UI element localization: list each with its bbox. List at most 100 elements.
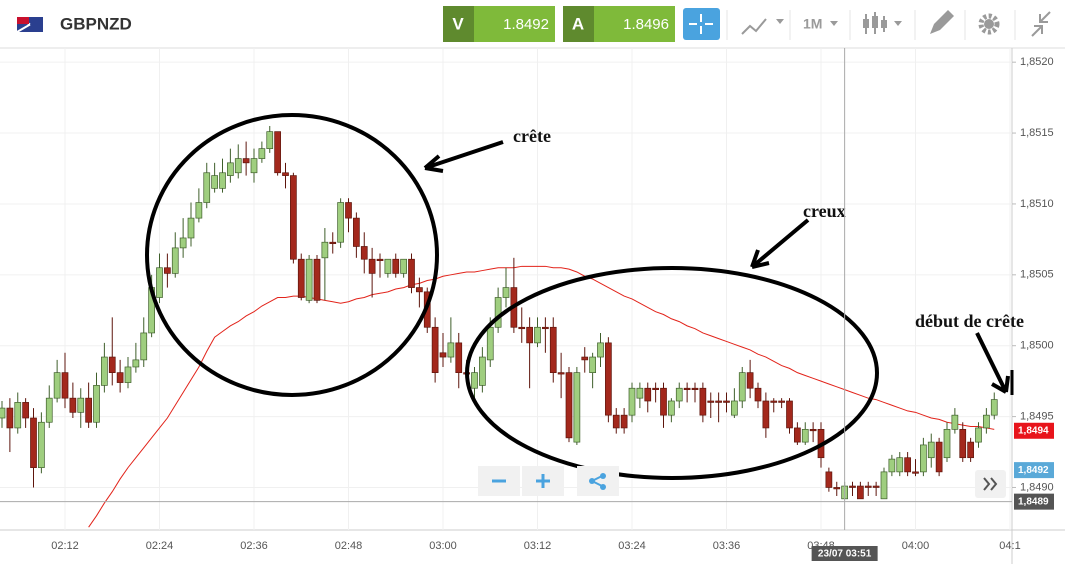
candle-body	[502, 287, 510, 298]
moving-average-line	[88, 265, 995, 528]
candle-body	[227, 162, 234, 176]
candle-body	[715, 400, 722, 403]
candle-body	[581, 356, 589, 361]
annotation-shapes	[145, 113, 1014, 480]
candle-body	[691, 387, 699, 391]
annotation-text: creux	[803, 201, 846, 221]
candle-body	[45, 397, 53, 423]
crosshair-x-tag	[811, 546, 878, 561]
candle-body	[786, 400, 793, 429]
y-tick-label: 1,8500	[1020, 340, 1054, 352]
buy-price: 1.8496	[623, 16, 669, 33]
header: GBPNZD V 1.8492 A 1.8496 1M	[0, 6, 1065, 49]
candle-body	[518, 326, 526, 330]
x-tick-label: 03:36	[713, 540, 741, 552]
annotation-text: début de crête	[915, 311, 1024, 331]
y-tick-label: 1,8515	[1020, 127, 1054, 139]
candle-body	[778, 400, 785, 403]
draw-button[interactable]	[930, 10, 954, 34]
candle-body	[258, 148, 266, 159]
candle-body	[573, 372, 581, 443]
candle-body	[266, 131, 274, 150]
candle-body	[943, 428, 951, 459]
candle-body	[290, 175, 297, 260]
candle-body	[754, 387, 762, 402]
timeframe[interactable]: 1M	[803, 16, 822, 32]
candle-body	[471, 372, 478, 389]
candle-body	[494, 297, 502, 328]
candle-body	[132, 359, 140, 368]
candle-body	[644, 387, 652, 402]
candle-body	[219, 172, 226, 189]
x-tick-label: 03:00	[429, 540, 457, 552]
candle-body	[927, 441, 935, 459]
chart-type-button[interactable]	[741, 18, 784, 35]
price-tag-label: 1,8494	[1018, 425, 1049, 436]
candle-body	[69, 397, 77, 413]
sell-price: 1.8492	[503, 16, 549, 33]
candle-body	[738, 372, 746, 402]
candle-body	[920, 444, 927, 473]
candle-body	[321, 241, 329, 259]
candle-body	[959, 428, 967, 459]
candle-body	[38, 421, 45, 468]
scroll-right-button[interactable]	[975, 470, 1006, 498]
candle-body	[384, 258, 392, 274]
candle-body	[211, 175, 218, 189]
buy-label: A	[572, 14, 584, 33]
candle-body	[479, 356, 486, 386]
candle-body	[179, 237, 187, 249]
candle-body	[770, 400, 778, 403]
candle-body	[628, 387, 636, 416]
candle-body	[124, 366, 132, 383]
candle-body	[408, 258, 415, 288]
candle-body	[636, 387, 644, 399]
candle-body	[0, 407, 6, 419]
zoom-controls	[478, 466, 1006, 498]
candle-body	[549, 326, 557, 373]
buy-price-box[interactable]	[594, 6, 675, 42]
candle-body	[61, 372, 69, 399]
candle-body	[683, 387, 691, 391]
candle-body	[809, 428, 817, 432]
candle-body	[605, 342, 612, 416]
sell-price-box[interactable]	[474, 6, 555, 42]
candle-body	[833, 487, 841, 490]
candle-body	[455, 342, 463, 373]
buy-button[interactable]	[563, 6, 594, 42]
share-button[interactable]	[577, 466, 619, 496]
candle-body	[108, 356, 116, 373]
candle-body	[675, 387, 683, 402]
candle-body	[762, 400, 770, 429]
candle-body	[896, 457, 904, 473]
sell-button[interactable]	[443, 6, 474, 42]
price-tag	[1014, 422, 1054, 439]
collapse-button[interactable]	[1031, 11, 1051, 37]
candle-body	[935, 441, 943, 473]
x-tick-label: 03:24	[618, 540, 646, 552]
candle-body	[557, 372, 565, 375]
settings-button[interactable]	[978, 13, 1000, 35]
candle-body	[597, 342, 604, 358]
crosshair-y-tag	[1014, 493, 1054, 510]
plot-area	[0, 48, 1012, 530]
candle-body	[22, 402, 29, 419]
candle-body	[234, 158, 242, 174]
crosshair-button[interactable]	[683, 8, 720, 40]
candle-body	[360, 246, 368, 260]
candle-body	[794, 427, 801, 443]
candle-body	[864, 485, 872, 488]
candle-body	[990, 399, 998, 416]
candle-body	[975, 427, 982, 443]
x-tick-label: 04:1	[999, 540, 1020, 552]
x-tick-label: 02:48	[335, 540, 363, 552]
candle-body	[282, 172, 289, 176]
candle-body	[983, 414, 990, 429]
candle-body	[195, 202, 203, 219]
candle-body	[329, 241, 337, 244]
candle-body	[53, 372, 61, 399]
candle-body	[967, 441, 974, 459]
y-tick-label: 1,8495	[1020, 410, 1054, 422]
symbol: GBPNZD	[60, 14, 132, 33]
candle-style-button[interactable]	[863, 12, 902, 34]
